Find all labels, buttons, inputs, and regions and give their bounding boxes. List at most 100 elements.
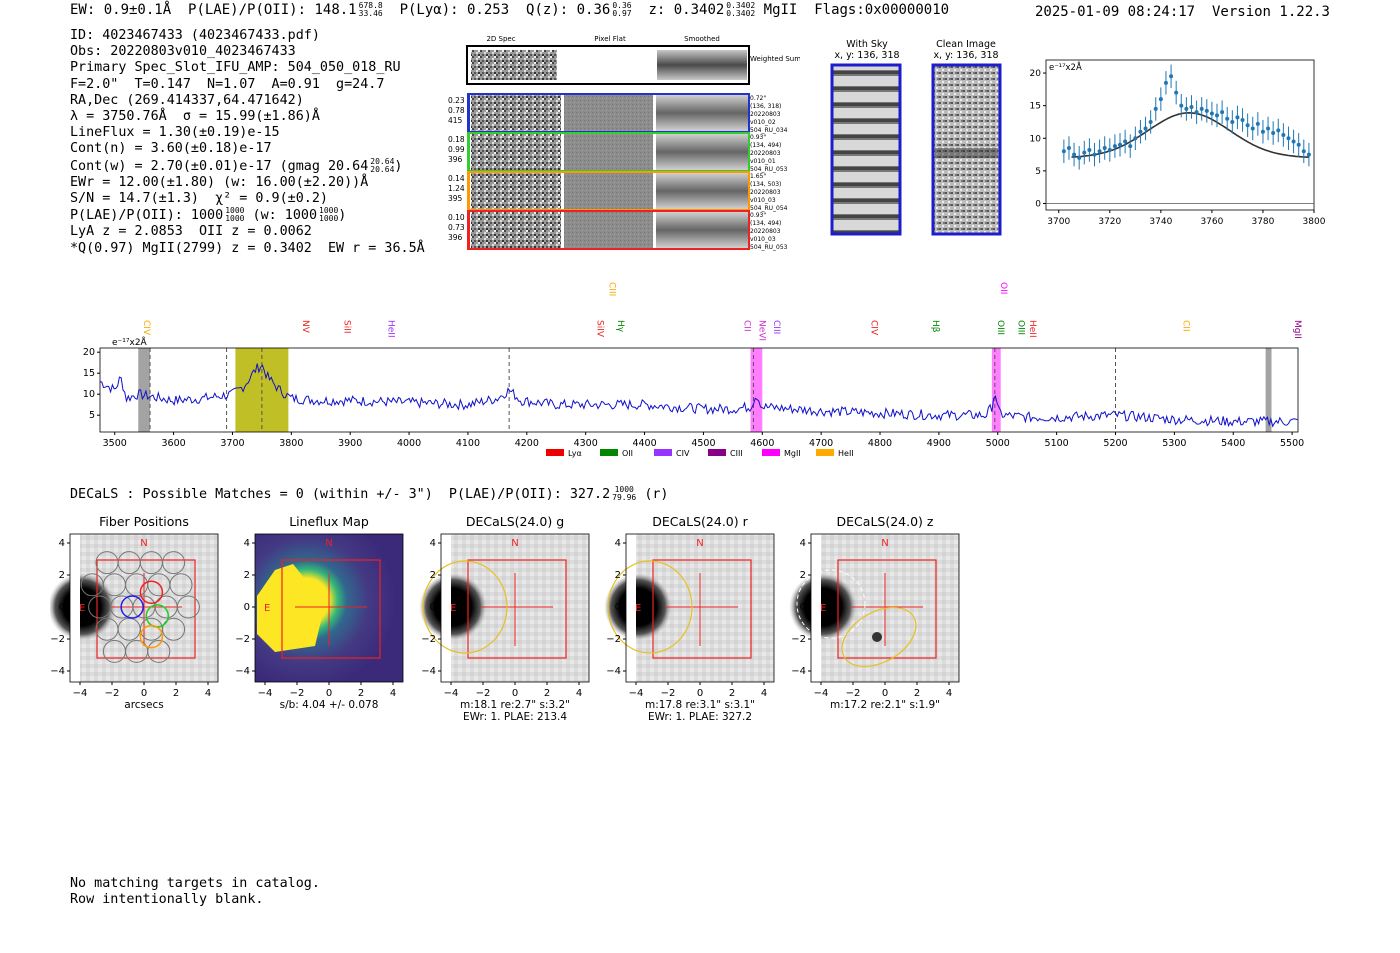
search-box	[281, 559, 381, 659]
spectral-line-label: CIII	[771, 320, 781, 334]
panel-xtick-label: 0	[697, 688, 703, 699]
legend-label: HeII	[838, 449, 854, 458]
spectrum-xtick-label: 4000	[397, 438, 421, 449]
fiber-orange	[139, 624, 164, 649]
zoom-data-point	[1082, 150, 1087, 155]
cutout-2d	[471, 134, 561, 170]
info-id: ID: 4023467433 (4023467433.pdf)	[70, 28, 320, 43]
panel-xtick-label: 2	[544, 688, 550, 699]
spectrum-xtick-label: 4900	[927, 438, 951, 449]
compass-e: E	[79, 603, 85, 614]
col-smooth-label: Smoothed	[684, 35, 720, 43]
zoom-data-point	[1061, 149, 1066, 154]
panel-ytick-label: −2	[421, 634, 436, 645]
footer-line-2: Row intentionally blank.	[70, 891, 264, 907]
panel-ytick-label: 0	[244, 602, 250, 613]
zoom-data-point	[1235, 115, 1240, 120]
zoom-frame	[1045, 59, 1315, 211]
zoom-xtick-label: 3720	[1098, 217, 1121, 227]
spectrum-band	[138, 348, 151, 432]
zoom-data-point	[1066, 146, 1071, 151]
clean-image-xy: x, y: 136, 318	[933, 50, 998, 61]
zoom-data-point	[1102, 146, 1107, 151]
col-2d-label: 2D Spec	[486, 35, 515, 43]
cutout-row-frame	[467, 210, 750, 250]
cutout-row-meta: 20220803	[750, 189, 781, 196]
cutout-2d	[471, 95, 561, 131]
spectral-line-label: Hβ	[930, 320, 940, 333]
panel-title: DECaLS(24.0) z	[837, 514, 934, 529]
search-box	[652, 559, 752, 659]
spectrum-xtick-label: 4700	[809, 438, 833, 449]
info-fiber: F=2.0" T=0.147 N=1.07 A=0.91 g=24.7	[70, 76, 385, 92]
legend-swatch	[546, 449, 564, 456]
cutout-flat	[564, 212, 653, 248]
compass-n: N	[140, 538, 147, 549]
galaxy-blob	[419, 573, 487, 641]
panel-xtick-label: 2	[358, 688, 364, 699]
panel-xtick-label: −4	[444, 688, 459, 699]
legend-swatch	[816, 449, 834, 456]
zoom-data-point	[1133, 136, 1138, 141]
spectrum-ytick-label: 10	[83, 389, 95, 400]
with-sky-xy: x, y: 136, 318	[834, 50, 899, 61]
cutout-row-meta: 1.65"	[750, 173, 766, 180]
panel-ytick-label: 4	[800, 538, 806, 549]
zoom-data-point	[1255, 121, 1260, 126]
spectrum-xtick-label: 5500	[1280, 438, 1304, 449]
zoom-data-point	[1123, 139, 1128, 144]
compass-n: N	[325, 538, 332, 549]
datetime: 2025-01-09 08:24:17	[1034, 4, 1196, 20]
clean-image-trace	[935, 148, 998, 158]
panel-xtick-label: 0	[141, 688, 147, 699]
cutout-row-value: 0.10	[448, 213, 465, 222]
info-plae: P(LAE)/P(OII): 1000 1000 1000 (w: 1000 1000…	[70, 206, 347, 224]
spectrum-xtick-label: 4800	[868, 438, 892, 449]
qz-value: Q(z): 0.36	[526, 2, 611, 18]
legend-label: Lyα	[568, 449, 582, 458]
legend-swatch	[600, 449, 618, 456]
zoom-ytick-label: 20	[1030, 69, 1041, 79]
zoom-data-point	[1301, 149, 1306, 154]
cutout-row-meta: 504_RU_034	[750, 127, 788, 134]
panel-ytick-label: −4	[235, 666, 250, 677]
cutout-row-meta: v010_01	[750, 158, 776, 165]
aperture-circle	[796, 569, 866, 639]
panel-xtick-label: −2	[105, 688, 120, 699]
compass-e: E	[450, 603, 456, 614]
zoom-data-point	[1189, 104, 1194, 109]
zoom-data-point	[1153, 106, 1158, 111]
image-panel: DECaLS(24.0) g N E −4 −4 −2 −2 0 0 2 2 4 4 m:18.1 re:…	[419, 514, 590, 723]
aperture-ellipse	[422, 560, 508, 654]
panel-title: Fiber Positions	[99, 514, 189, 529]
spectral-line-label: NV	[300, 320, 310, 334]
clean-image-title: Clean Image	[936, 39, 996, 50]
legend-label: OII	[622, 449, 633, 458]
sky-images: With Sky x, y: 136, 318 Clean Image x, y…	[830, 39, 1002, 236]
panel-ytick-label: 4	[615, 538, 621, 549]
zoom-data-point	[1128, 144, 1133, 149]
footer-line-1: No matching targets in catalog.	[70, 876, 320, 891]
cutout-row-meta: 0.72"	[750, 95, 766, 102]
cutout-row-meta: 20220803	[750, 150, 781, 157]
info-obs: Obs: 20220803v010_4023467433	[70, 44, 296, 60]
cutout-row-meta: 0.93"	[750, 212, 766, 219]
zoom-data-point	[1092, 152, 1097, 157]
spectral-line-label: NeVI	[756, 320, 766, 341]
zoom-xtick-label: 3700	[1047, 217, 1070, 227]
spectral-line-label: CIV	[868, 320, 878, 336]
col-flat-label: Pixel Flat	[594, 35, 626, 43]
cutout-row-value: 0.14	[448, 174, 465, 183]
spectral-line-label: HeII	[1027, 320, 1037, 338]
zoom-data-point	[1194, 110, 1199, 115]
info-lya-z: LyA z = 2.0853 OII z = 0.0062	[70, 224, 312, 240]
header-right: 2025-01-09 08:24:17 Version 1.22.3	[1035, 4, 1330, 20]
qz-range: 0.36 0.97	[612, 1, 632, 18]
panel-ytick-label: 2	[244, 570, 250, 581]
spectrum-xtick-label: 4400	[632, 438, 656, 449]
decals-line: DECaLS : Possible Matches = 0 (within +/…	[70, 485, 669, 503]
cutout-row-meta: (134, 494)	[750, 220, 781, 227]
